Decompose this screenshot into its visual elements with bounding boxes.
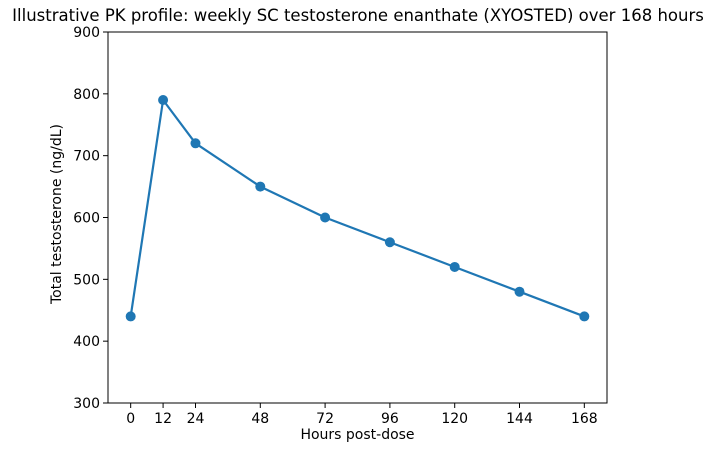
y-tick-label: 400 (73, 334, 100, 350)
y-tick-label: 300 (73, 396, 100, 412)
y-tick-label: 800 (73, 87, 100, 103)
x-tick-label: 72 (316, 411, 334, 427)
data-point (320, 212, 331, 223)
y-tick-label: 600 (73, 211, 100, 227)
data-point (514, 286, 525, 297)
x-tick-label: 96 (381, 411, 399, 427)
data-point (190, 138, 201, 149)
y-axis-label: Total testosterone (ng/dL) (49, 123, 65, 305)
data-point (579, 311, 590, 322)
y-tick-label: 700 (73, 149, 100, 165)
x-tick-label: 48 (251, 411, 269, 427)
data-point (384, 237, 395, 248)
chart-title: Illustrative PK profile: weekly SC testo… (12, 6, 704, 25)
x-tick-label: 0 (126, 411, 135, 427)
x-tick-label: 168 (571, 411, 598, 427)
y-tick-label: 500 (73, 272, 100, 288)
data-point (449, 261, 460, 272)
x-axis-label: Hours post-dose (300, 427, 415, 443)
y-tick-label: 900 (73, 25, 100, 41)
data-point (158, 95, 169, 106)
x-tick-label: 144 (506, 411, 533, 427)
plot-spines (107, 31, 608, 404)
data-point (125, 311, 136, 322)
x-tick-label: 24 (187, 411, 205, 427)
series-line (129, 98, 586, 318)
x-tick-label: 12 (154, 411, 172, 427)
data-point (255, 181, 266, 192)
x-tick-label: 120 (441, 411, 468, 427)
